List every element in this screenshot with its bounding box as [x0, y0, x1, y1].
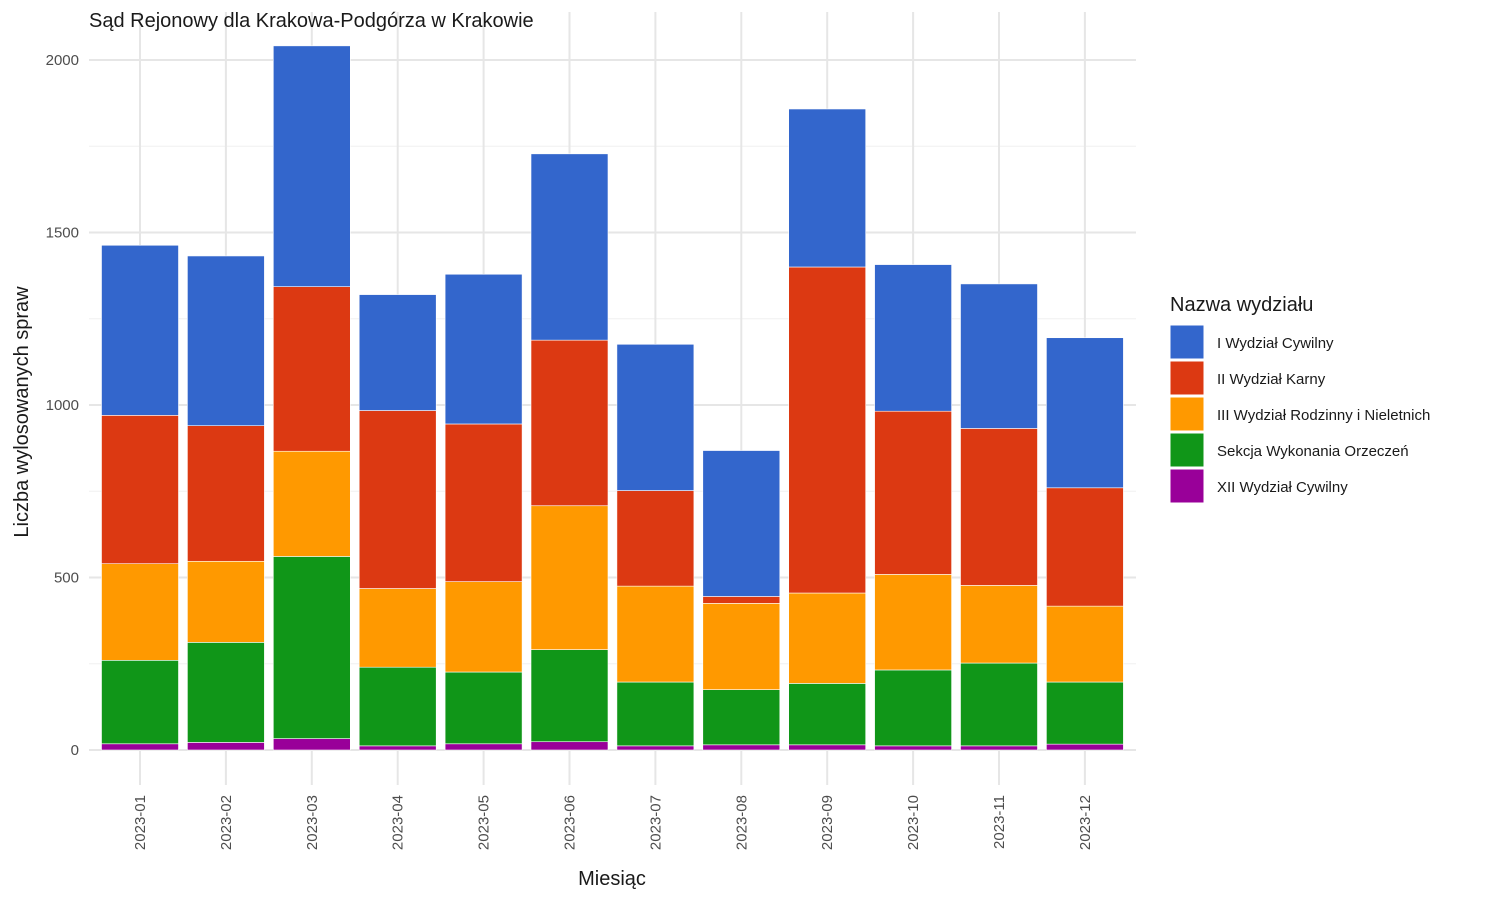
- bar-segment: [530, 505, 609, 650]
- bar-segment: [874, 669, 952, 747]
- bar-segment: [788, 266, 867, 594]
- bar-segment: [530, 153, 609, 341]
- bar-segment: [616, 585, 695, 683]
- x-tick-label: 2023-06: [562, 795, 579, 850]
- bar-segment: [616, 343, 695, 491]
- bar-segment: [1046, 337, 1124, 489]
- bar-segment: [358, 294, 437, 411]
- bar-segment: [788, 683, 867, 746]
- bar-segment: [960, 283, 1038, 429]
- bar-segment: [187, 560, 265, 643]
- legend-swatch: [1169, 468, 1205, 504]
- bar-segment: [358, 588, 437, 668]
- legend-label: Sekcja Wykonania Orzeczeń: [1217, 443, 1409, 460]
- y-tick-label: 1500: [46, 225, 79, 242]
- bar-segment: [530, 741, 609, 751]
- x-axis-ticks: 2023-01 2023-02 2023-03 2023-04 2023-05 2023-…: [132, 795, 1094, 850]
- bar-segment: [874, 264, 952, 412]
- bar-segment: [1046, 681, 1124, 745]
- legend-swatch: [1169, 432, 1205, 468]
- bar-segment: [530, 649, 609, 743]
- bar-segment: [444, 671, 523, 745]
- bar-segment: [960, 585, 1038, 664]
- x-tick-label: 2023-04: [390, 795, 407, 850]
- y-axis-title: Liczba wylosowanych spraw: [11, 286, 33, 538]
- legend-swatch: [1169, 396, 1205, 432]
- x-tick-label: 2023-02: [218, 795, 235, 850]
- x-tick-label: 2023-11: [991, 795, 1008, 849]
- legend: Nazwa wydziału I Wydział Cywilny II Wydzi…: [1169, 294, 1430, 504]
- legend-swatch: [1169, 324, 1205, 360]
- bar-segment: [272, 556, 351, 739]
- bar-segment: [358, 410, 437, 589]
- bar-segment: [444, 273, 523, 425]
- bar-segment: [444, 423, 523, 582]
- bar-segment: [702, 450, 781, 597]
- bar-segment: [874, 410, 952, 575]
- legend-label: XII Wydział Cywilny: [1217, 479, 1348, 496]
- x-tick-label: 2023-03: [304, 795, 321, 850]
- bar-segment: [358, 745, 437, 751]
- x-tick-label: 2023-08: [733, 795, 750, 850]
- bar-segment: [272, 450, 351, 557]
- legend-label: II Wydział Karny: [1217, 371, 1326, 388]
- bar-segment: [1046, 487, 1124, 607]
- bars: [101, 45, 1124, 751]
- bar-segment: [874, 574, 952, 671]
- x-tick-label: 2023-09: [819, 795, 836, 850]
- bar-segment: [1046, 743, 1124, 751]
- bar-segment: [702, 744, 781, 751]
- bar-segment: [702, 596, 781, 604]
- bar-segment: [788, 108, 867, 268]
- bar-segment: [788, 744, 867, 751]
- bar-segment: [187, 425, 265, 562]
- legend-swatch: [1169, 360, 1205, 396]
- bar-segment: [187, 255, 265, 427]
- bar-segment: [874, 745, 952, 751]
- bar-segment: [530, 339, 609, 507]
- bar-segment: [358, 666, 437, 747]
- bar-segment: [101, 659, 179, 745]
- y-axis-ticks: 0 500 1000 1500 2000: [46, 52, 79, 759]
- legend-label: I Wydział Cywilny: [1217, 335, 1334, 352]
- bar-segment: [272, 738, 351, 751]
- y-tick-label: 0: [71, 742, 79, 759]
- y-tick-label: 500: [54, 570, 79, 587]
- bar-segment: [187, 642, 265, 743]
- bar-segment: [960, 428, 1038, 586]
- legend-label: III Wydział Rodzinny i Nieletnich: [1217, 407, 1430, 424]
- bar-segment: [616, 745, 695, 751]
- legend-title: Nazwa wydziału: [1170, 294, 1313, 316]
- bar-segment: [788, 592, 867, 684]
- bar-segment: [101, 743, 179, 751]
- bar-segment: [444, 581, 523, 673]
- x-tick-label: 2023-05: [476, 795, 493, 850]
- x-tick-label: 2023-12: [1077, 795, 1094, 850]
- bar-segment: [101, 244, 179, 416]
- bar-segment: [960, 745, 1038, 751]
- bar-segment: [444, 743, 523, 751]
- chart-title: Sąd Rejonowy dla Krakowa-Podgórza w Krak…: [89, 10, 534, 32]
- x-tick-label: 2023-07: [647, 795, 664, 850]
- y-tick-label: 1000: [46, 397, 79, 414]
- y-tick-label: 2000: [46, 52, 79, 69]
- bar-segment: [101, 415, 179, 565]
- bar-segment: [702, 603, 781, 690]
- bar-segment: [960, 662, 1038, 747]
- bar-segment: [187, 742, 265, 751]
- x-tick-label: 2023-01: [132, 795, 149, 850]
- bar-segment: [272, 45, 351, 287]
- bar-segment: [1046, 605, 1124, 683]
- bar-segment: [616, 681, 695, 747]
- x-tick-label: 2023-10: [905, 795, 922, 850]
- bar-segment: [101, 563, 179, 661]
- x-axis-title: Miesiąc: [578, 868, 646, 890]
- bar-segment: [616, 490, 695, 587]
- bar-segment: [702, 689, 781, 746]
- bar-segment: [272, 286, 351, 452]
